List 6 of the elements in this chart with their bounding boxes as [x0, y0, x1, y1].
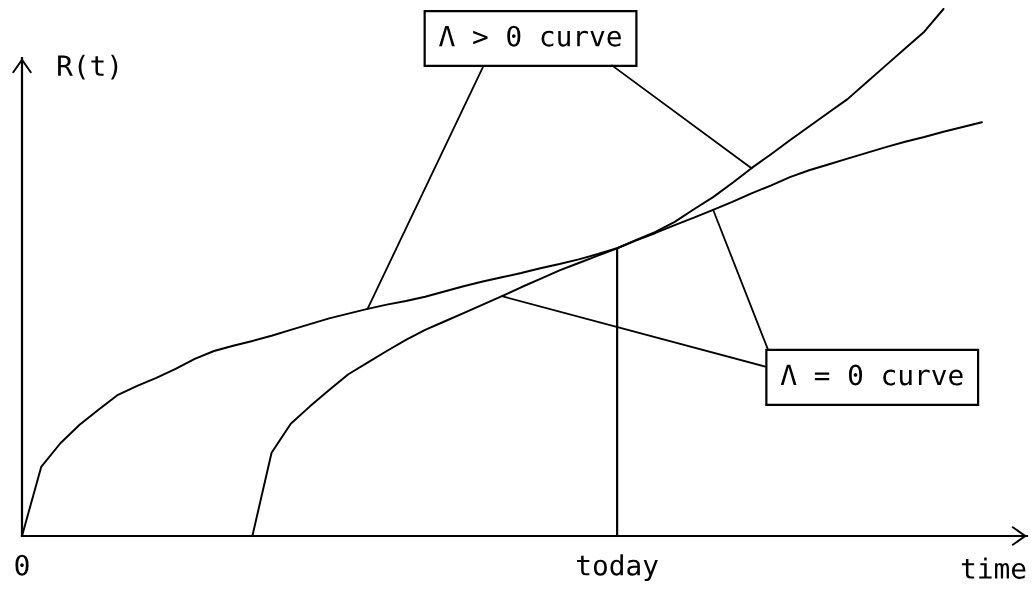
x-tick-label: today: [577, 554, 658, 582]
x-tick-label: 0: [15, 554, 29, 576]
text: Λ = 0 curve: [780, 364, 963, 386]
y-axis-title: R(t): [58, 54, 118, 80]
text: Λ > 0 curve: [439, 25, 621, 47]
x-axis-title: time: [961, 557, 1026, 579]
